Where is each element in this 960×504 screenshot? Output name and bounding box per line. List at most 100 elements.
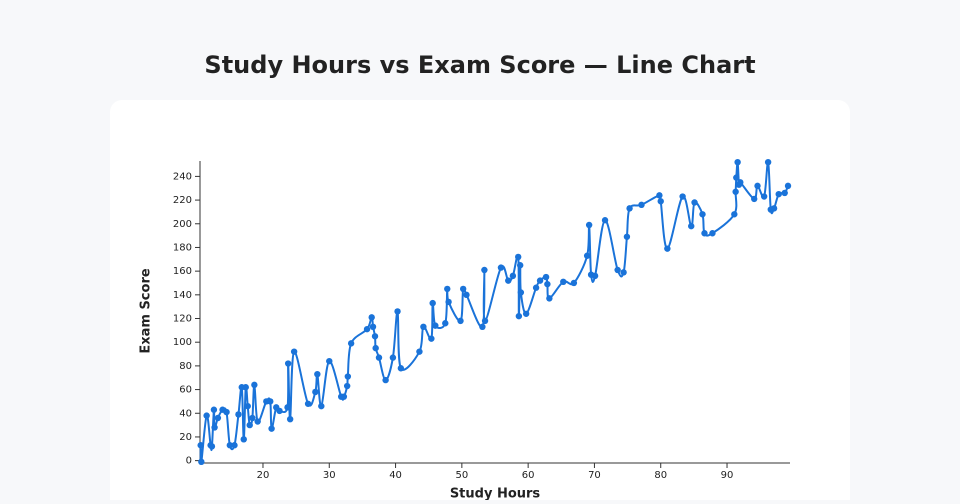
point [340, 393, 348, 400]
point [368, 314, 375, 321]
point [290, 348, 298, 355]
y-tick-label: 100 [173, 337, 192, 348]
point [314, 370, 321, 378]
point [444, 285, 451, 293]
point [536, 277, 544, 284]
point [420, 323, 427, 331]
point [459, 285, 467, 293]
x-axis-label: Study Hours [450, 487, 541, 501]
point [734, 158, 741, 166]
point [751, 195, 758, 203]
point [226, 442, 234, 449]
point [242, 384, 249, 391]
point [544, 280, 551, 288]
point [479, 323, 486, 331]
point [591, 272, 599, 280]
point [428, 335, 435, 342]
point [372, 344, 379, 352]
point [623, 233, 631, 240]
x-tick-label: 50 [455, 470, 468, 481]
point [585, 221, 593, 229]
point [699, 211, 706, 218]
point [343, 382, 351, 390]
point [516, 262, 524, 269]
point [394, 308, 401, 315]
point [532, 284, 540, 291]
point [620, 269, 627, 276]
point [764, 158, 772, 166]
x-tick-label: 90 [721, 470, 734, 481]
point [770, 205, 778, 212]
point [347, 340, 355, 347]
point [626, 205, 633, 212]
point [517, 289, 525, 296]
y-tick-label: 160 [173, 266, 192, 277]
point [276, 407, 283, 415]
point [231, 442, 238, 449]
x-tick-label: 40 [389, 470, 402, 481]
point [691, 199, 698, 206]
point [203, 412, 210, 419]
chart-title: Study Hours vs Exam Score — Line Chart [204, 51, 755, 79]
point [688, 222, 695, 230]
point [369, 323, 377, 331]
point [497, 264, 505, 271]
point [249, 414, 256, 422]
point [542, 273, 550, 281]
x-tick-label: 30 [323, 470, 336, 481]
point [445, 298, 452, 306]
point [509, 272, 517, 280]
point [638, 201, 645, 209]
point [344, 373, 352, 380]
point [240, 436, 247, 443]
y-tick-label: 180 [173, 242, 192, 253]
point [268, 425, 275, 432]
point [664, 245, 671, 252]
point [546, 295, 553, 302]
y-tick-label: 0 [186, 456, 192, 467]
point [198, 458, 205, 466]
point [251, 381, 258, 389]
x-tick-label: 80 [654, 470, 667, 481]
point [709, 230, 716, 237]
y-tick-label: 80 [179, 361, 192, 372]
point [318, 402, 325, 410]
point [754, 182, 761, 190]
point [197, 442, 204, 449]
point [505, 277, 512, 284]
point [363, 325, 371, 333]
y-tick-label: 60 [179, 385, 192, 396]
point [601, 217, 609, 224]
x-tick-label: 20 [257, 470, 270, 481]
point [208, 443, 216, 450]
point [457, 317, 464, 325]
point [254, 418, 261, 425]
point [614, 266, 621, 274]
y-tick-label: 120 [173, 314, 192, 325]
point [397, 365, 405, 372]
point [432, 322, 439, 329]
point [463, 291, 470, 299]
card [110, 100, 850, 504]
point [657, 198, 664, 205]
point [246, 421, 253, 429]
point [267, 398, 274, 405]
point [429, 299, 436, 307]
point [583, 252, 591, 259]
point [515, 312, 523, 320]
point [235, 411, 242, 418]
point [656, 192, 663, 199]
point [732, 188, 739, 195]
point [284, 360, 292, 367]
point [733, 174, 740, 181]
point [560, 278, 567, 285]
point [701, 230, 708, 237]
y-tick-label: 220 [173, 195, 192, 206]
point [211, 424, 218, 431]
point [481, 317, 489, 325]
point [416, 348, 423, 355]
y-tick-label: 140 [173, 290, 192, 301]
point [481, 266, 488, 274]
